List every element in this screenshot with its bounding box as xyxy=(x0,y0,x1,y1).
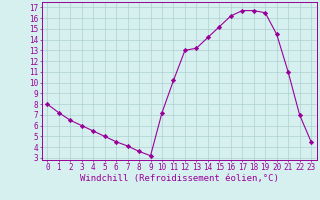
X-axis label: Windchill (Refroidissement éolien,°C): Windchill (Refroidissement éolien,°C) xyxy=(80,174,279,183)
